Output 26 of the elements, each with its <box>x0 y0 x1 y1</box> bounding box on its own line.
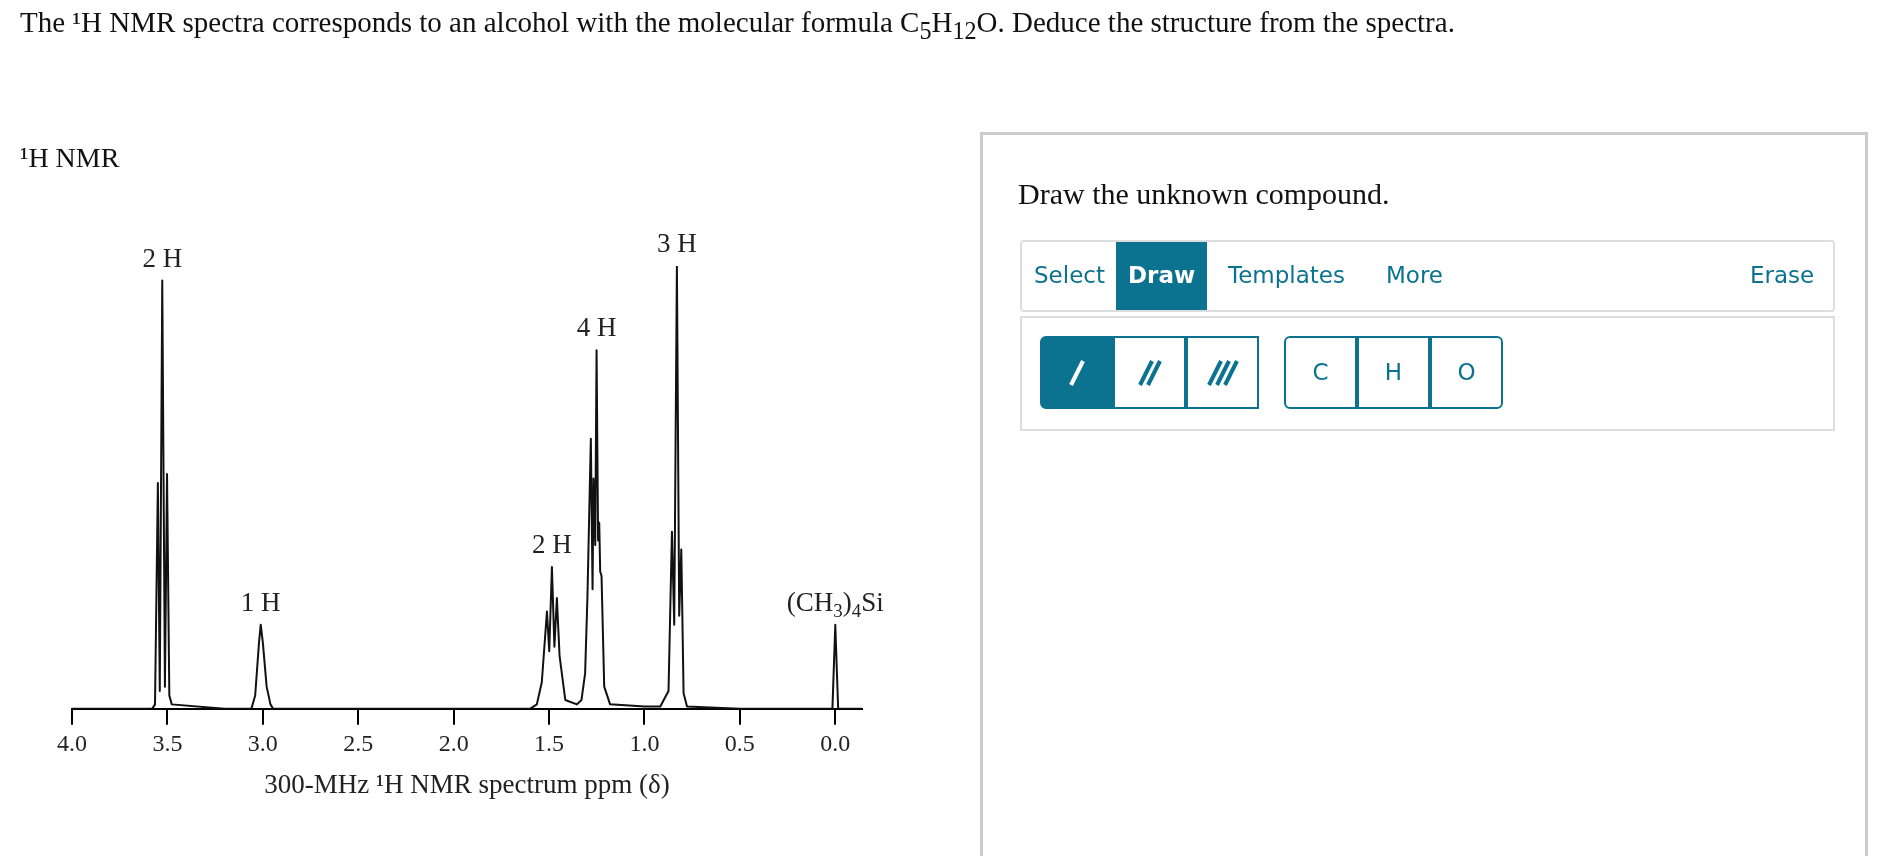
x-tick-label: 2.0 <box>438 730 469 757</box>
x-tick-label: 4.0 <box>57 730 87 757</box>
annotation: 2 H <box>532 529 572 560</box>
text: C <box>1284 336 1357 409</box>
x-tick-label: 1.0 <box>629 730 660 757</box>
chart-subtitle: ¹H NMR <box>20 142 120 174</box>
text: Select <box>1033 261 1106 290</box>
chart-title: The ¹H NMR spectra corresponds to an alcohol with the molecular formula C$_{5}$H$_{12}$O. Deduce the structure from the spectra. <box>20 6 1455 45</box>
x-tick-label: 1.5 <box>534 730 565 757</box>
text: Erase <box>1749 261 1816 290</box>
x-tick-label: 3.5 <box>152 730 183 757</box>
x-tick-label: 0.0 <box>820 730 851 757</box>
text: Templates <box>1227 261 1346 290</box>
text: O <box>1430 336 1503 409</box>
text: Draw <box>1116 242 1208 310</box>
x-axis-title: 300-MHz ¹H NMR spectrum ppm (δ) <box>264 768 670 799</box>
text: H <box>1357 336 1430 409</box>
annotation: 1 H <box>240 586 281 617</box>
x-tick-label: 0.5 <box>724 730 755 757</box>
x-tick-label: 2.5 <box>343 730 374 757</box>
text: Draw the unknown compound. <box>1018 177 1390 211</box>
annotation: 4 H <box>576 312 617 343</box>
annotation: 2 H <box>142 242 183 273</box>
x-tick-label: 3.0 <box>247 730 278 757</box>
text: More <box>1385 261 1445 290</box>
annotation: 3 H <box>657 228 697 258</box>
